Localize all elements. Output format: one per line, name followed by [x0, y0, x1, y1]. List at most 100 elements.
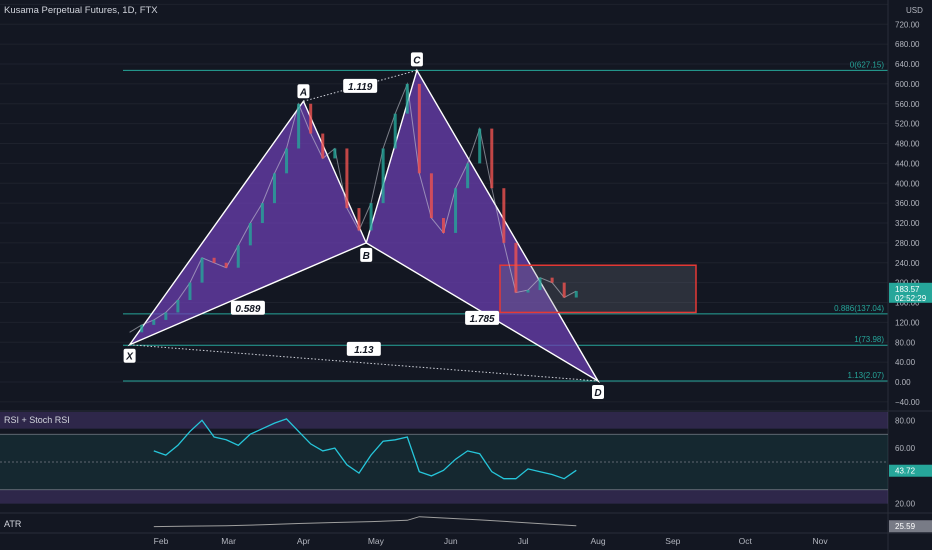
- point-label-text: C: [413, 55, 421, 66]
- price-tick-label: 400.00: [895, 179, 920, 188]
- price-candle: [417, 83, 421, 174]
- xd-ratio-line: [129, 344, 599, 382]
- price-tick-label: 440.00: [895, 159, 920, 168]
- time-tick-label: Aug: [590, 536, 605, 546]
- rsi-tick-label: 80.00: [895, 416, 916, 425]
- rsi-pane-title: RSI + Stoch RSI: [4, 415, 70, 425]
- point-label-b: B: [360, 247, 373, 262]
- ratio-label-text: 0.589: [235, 304, 260, 315]
- rsi-last-value: 43.72: [895, 467, 916, 476]
- price-candle: [466, 163, 470, 189]
- price-tick-label: 560.00: [895, 100, 920, 109]
- price-tick-label: 520.00: [895, 120, 920, 129]
- price-candle: [429, 173, 433, 219]
- point-label-a: A: [297, 84, 310, 99]
- ratio-label-bg: [465, 310, 500, 325]
- point-label-bg: [360, 247, 373, 262]
- atr-last-value: 25.59: [895, 522, 916, 531]
- reversal-zone: [499, 264, 697, 314]
- time-tick-label: Apr: [297, 536, 310, 546]
- price-tick-label: 680.00: [895, 40, 920, 49]
- price-candle: [454, 188, 458, 233]
- price-tick-label: 0.00: [895, 378, 911, 387]
- price-candle: [381, 148, 385, 204]
- fib-level-label: 0(627.15): [850, 60, 885, 69]
- price-tick-label: 80.00: [895, 338, 916, 347]
- price-candle: [309, 103, 313, 134]
- price-candle: [212, 257, 216, 263]
- price-tick-label: 320.00: [895, 219, 920, 228]
- price-pane: 0(627.15) 0.886(137.04) 1(73.98) 1.13(2.07)…: [0, 3, 888, 403]
- fib-level-label: 1(73.98): [854, 335, 884, 344]
- price-tick-label: 720.00: [895, 20, 920, 29]
- price-tick-label: 280.00: [895, 239, 920, 248]
- point-label-x: X: [123, 348, 136, 363]
- price-candle: [236, 245, 240, 268]
- ratio-label-text: 1.785: [470, 314, 495, 325]
- ac-ratio-line: [303, 69, 418, 102]
- atr-last-badge: [889, 520, 932, 533]
- price-tick-label: 640.00: [895, 60, 920, 69]
- price-candle: [176, 300, 180, 313]
- price-candle: [405, 83, 409, 114]
- rsi-tick-label: 20.00: [895, 500, 916, 509]
- price-candle: [357, 208, 361, 231]
- price-tick-label: 160.00: [895, 299, 920, 308]
- ratio-label-text: 1.119: [348, 82, 373, 93]
- price-tick-label: 40.00: [895, 358, 916, 367]
- price-axis: −40.000.0040.0080.00120.00160.00200.0024…: [889, 6, 932, 407]
- fib-level-label: 0.886(137.04): [834, 304, 884, 313]
- rsi-pane: 20.00 60.00 80.00 43.72: [0, 412, 932, 509]
- time-tick-label: May: [368, 536, 385, 546]
- price-candle: [164, 312, 168, 320]
- time-axis: Feb Mar Apr May Jun Jul Aug Sep Oct Nov: [154, 536, 829, 546]
- point-label-bg: [123, 348, 136, 363]
- chart-title: Kusama Perpetual Futures, 1D, FTX: [4, 5, 158, 16]
- fib-level-label: 1.13(2.07): [848, 371, 885, 380]
- rsi-overbought-band: [0, 412, 888, 429]
- price-candle: [140, 324, 144, 333]
- price-candle: [393, 113, 397, 149]
- rsi-tick-label: 60.00: [895, 444, 916, 453]
- ratio-label-text: 1.13: [354, 345, 374, 356]
- ratio-label-xd: 1.13: [346, 341, 381, 356]
- point-label-bg: [592, 384, 604, 399]
- point-label-c: C: [410, 52, 423, 67]
- price-candle: [333, 148, 337, 159]
- price-candle: [248, 223, 252, 246]
- point-label-bg: [297, 84, 310, 99]
- price-candle: [550, 277, 554, 283]
- price-candle: [538, 277, 542, 291]
- price-tick-label: 480.00: [895, 140, 920, 149]
- point-label-bg: [410, 52, 423, 67]
- time-tick-label: Jun: [444, 536, 458, 546]
- atr-series-line: [153, 516, 577, 528]
- price-candle: [345, 148, 349, 209]
- time-tick-label: Nov: [813, 536, 829, 546]
- price-tick-label: 240.00: [895, 259, 920, 268]
- ratio-label-bg: [230, 300, 265, 315]
- price-candle: [188, 282, 192, 301]
- last-price-badge: [889, 282, 932, 303]
- price-candle: [285, 148, 289, 174]
- rsi-last-badge: [889, 464, 932, 477]
- ratio-label-bg: [346, 341, 381, 356]
- countdown-value: 02:52:29: [895, 294, 927, 303]
- point-label-text: X: [125, 352, 134, 363]
- bcd-triangle: [365, 68, 600, 383]
- ratio-label-bg: [343, 78, 378, 93]
- price-candle: [490, 128, 494, 189]
- price-candle: [200, 257, 204, 283]
- time-tick-label: Oct: [739, 536, 753, 546]
- point-label-text: A: [299, 87, 307, 98]
- time-tick-label: Jul: [518, 536, 529, 546]
- point-label-text: D: [594, 388, 601, 399]
- price-candle: [272, 173, 276, 204]
- price-candle: [526, 290, 530, 293]
- rsi-oversold-band: [0, 489, 888, 504]
- time-tick-label: Feb: [154, 536, 169, 546]
- price-candle: [297, 103, 301, 149]
- price-candle: [574, 291, 578, 298]
- price-candle: [369, 203, 373, 231]
